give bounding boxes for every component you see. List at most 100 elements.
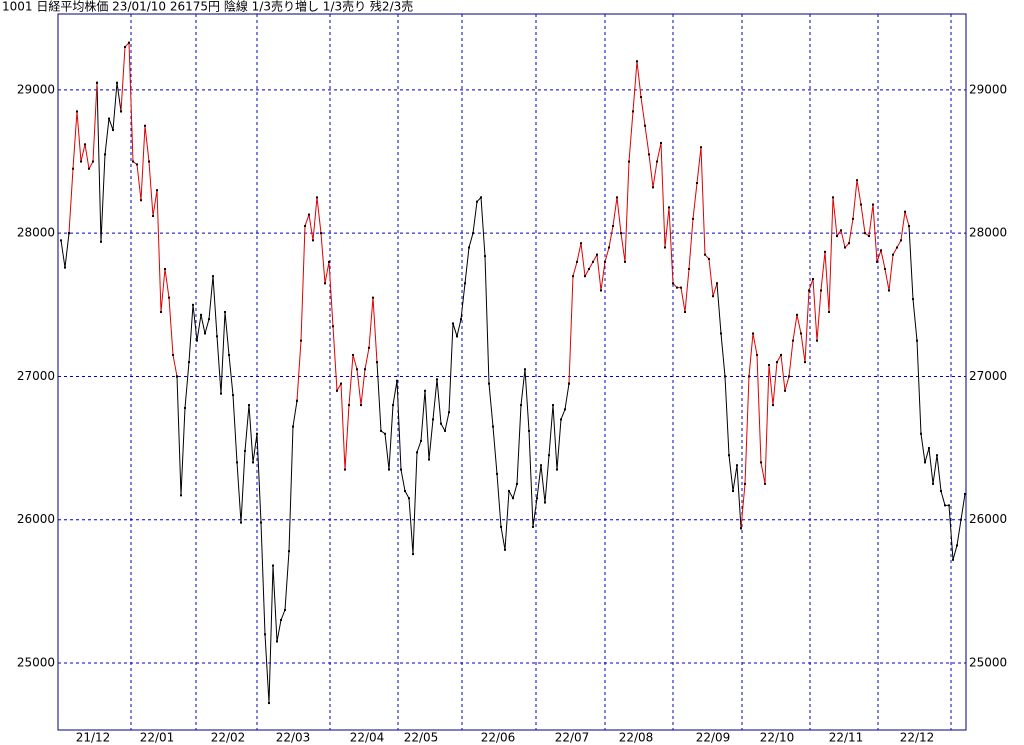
price-point bbox=[732, 490, 734, 493]
price-point bbox=[540, 464, 542, 467]
price-point bbox=[892, 253, 894, 256]
price-point bbox=[712, 295, 714, 298]
price-point bbox=[336, 389, 338, 392]
y-tick-label: 27000 bbox=[17, 369, 55, 383]
price-point bbox=[192, 303, 194, 306]
price-point bbox=[872, 203, 874, 206]
price-point bbox=[268, 702, 270, 705]
price-point bbox=[828, 310, 830, 313]
price-point bbox=[488, 382, 490, 385]
price-point bbox=[860, 203, 862, 206]
price-point bbox=[808, 289, 810, 292]
price-point bbox=[944, 504, 946, 507]
price-point bbox=[396, 379, 398, 382]
price-point bbox=[312, 239, 314, 242]
price-point bbox=[332, 325, 334, 328]
price-point bbox=[812, 278, 814, 281]
x-tick-label: 22/05 bbox=[404, 731, 439, 745]
price-point bbox=[508, 490, 510, 493]
price-point bbox=[420, 439, 422, 442]
price-point bbox=[936, 454, 938, 457]
price-point bbox=[704, 253, 706, 256]
price-point bbox=[112, 129, 114, 132]
price-point bbox=[924, 461, 926, 464]
price-point bbox=[260, 521, 262, 524]
price-point bbox=[652, 186, 654, 189]
price-point bbox=[840, 229, 842, 232]
price-point bbox=[256, 432, 258, 435]
price-point bbox=[124, 45, 126, 48]
price-point bbox=[184, 406, 186, 409]
price-point bbox=[572, 275, 574, 278]
price-point bbox=[916, 339, 918, 342]
price-point bbox=[548, 454, 550, 457]
price-point bbox=[900, 239, 902, 242]
price-point bbox=[364, 368, 366, 371]
price-point bbox=[80, 160, 82, 163]
price-point bbox=[696, 182, 698, 185]
price-point bbox=[372, 296, 374, 299]
price-point bbox=[880, 249, 882, 252]
price-point bbox=[408, 497, 410, 500]
price-point bbox=[612, 225, 614, 228]
price-point bbox=[844, 246, 846, 249]
price-point bbox=[232, 394, 234, 397]
price-point bbox=[292, 425, 294, 428]
price-point bbox=[684, 310, 686, 313]
price-point bbox=[580, 242, 582, 245]
price-point bbox=[244, 449, 246, 452]
price-point bbox=[556, 468, 558, 471]
price-point bbox=[352, 353, 354, 356]
x-tick-label: 22/02 bbox=[211, 731, 246, 745]
price-point bbox=[128, 41, 130, 44]
x-tick-label: 22/10 bbox=[760, 731, 795, 745]
price-point bbox=[88, 167, 90, 170]
price-point bbox=[448, 411, 450, 414]
price-point bbox=[212, 275, 214, 278]
price-point bbox=[856, 179, 858, 182]
price-point bbox=[472, 232, 474, 235]
price-point bbox=[392, 404, 394, 407]
price-point bbox=[496, 472, 498, 475]
price-point bbox=[772, 404, 774, 407]
price-point bbox=[600, 289, 602, 292]
price-point bbox=[272, 564, 274, 567]
price-point bbox=[644, 124, 646, 127]
price-point bbox=[476, 200, 478, 203]
x-tick-label: 22/01 bbox=[140, 731, 175, 745]
y2-tick-label: 26000 bbox=[969, 512, 1007, 526]
price-point bbox=[740, 527, 742, 530]
price-point bbox=[912, 298, 914, 301]
price-point bbox=[776, 361, 778, 364]
price-point bbox=[756, 353, 758, 356]
price-point bbox=[948, 504, 950, 507]
price-point bbox=[228, 353, 230, 356]
x-tick-label: 21/12 bbox=[76, 731, 111, 745]
price-point bbox=[264, 633, 266, 636]
price-point bbox=[520, 404, 522, 407]
price-point bbox=[952, 558, 954, 561]
price-point bbox=[108, 117, 110, 120]
price-point bbox=[116, 81, 118, 84]
price-point bbox=[848, 242, 850, 245]
price-point bbox=[632, 110, 634, 113]
price-point bbox=[424, 389, 426, 392]
price-point bbox=[640, 96, 642, 99]
price-point bbox=[888, 289, 890, 292]
price-point bbox=[68, 232, 70, 235]
price-point bbox=[164, 267, 166, 270]
price-point bbox=[960, 518, 962, 521]
price-point bbox=[792, 339, 794, 342]
price-point bbox=[820, 289, 822, 292]
price-point bbox=[748, 375, 750, 378]
y2-tick-label: 25000 bbox=[969, 655, 1007, 669]
price-point bbox=[660, 141, 662, 144]
price-point bbox=[160, 310, 162, 313]
price-point bbox=[664, 246, 666, 249]
price-point bbox=[440, 422, 442, 425]
price-point bbox=[196, 339, 198, 342]
price-point bbox=[564, 408, 566, 411]
price-point bbox=[516, 482, 518, 485]
price-point bbox=[180, 494, 182, 497]
